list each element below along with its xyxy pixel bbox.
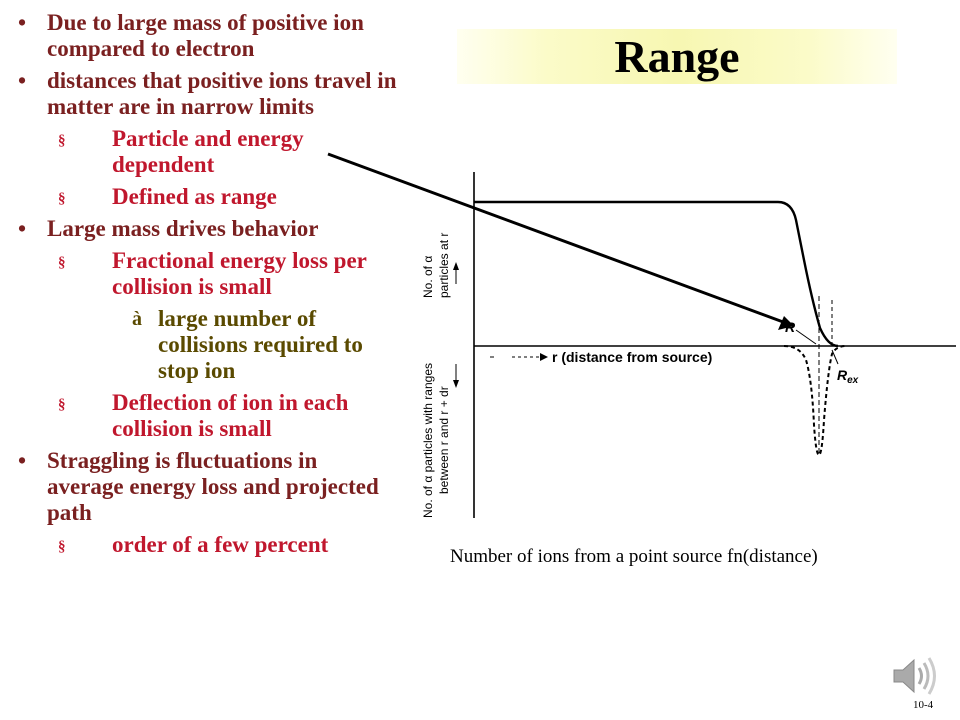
y-label-top-line1: No. of α	[421, 256, 435, 298]
bullet-list: • Due to large mass of positive ion comp…	[18, 10, 398, 564]
extrapolated-range-sub: ex	[847, 375, 859, 386]
x-label-arrowhead	[540, 353, 548, 361]
figure-caption: Number of ions from a point source fn(di…	[450, 546, 818, 567]
slide-number: 10-4	[913, 699, 934, 711]
y-label-bottom-arrowhead	[453, 380, 459, 388]
sub-bullet-marker: §	[58, 539, 66, 555]
sub-bullet-item: § Particle and energy dependent	[18, 126, 398, 178]
extrapolated-range-main: R	[837, 367, 848, 383]
sub-bullet-text: Fractional energy loss per collision is …	[112, 248, 367, 299]
sub-bullet-marker: §	[58, 133, 66, 149]
title-band: Range	[457, 29, 897, 84]
sub-sub-bullet-text: large number of collisions required to s…	[158, 306, 363, 383]
bullet-marker: •	[18, 10, 27, 35]
particle-count-curve	[474, 200, 839, 348]
sub-bullet-text: Deflection of ion in each collision is s…	[112, 390, 349, 441]
x-axis-label: r (distance from source)	[552, 349, 712, 365]
sub-bullet-marker: §	[58, 255, 66, 271]
y-label-bottom-line2: between r and r + dr	[437, 386, 451, 494]
sub-sub-bullet-item: à large number of collisions required to…	[18, 306, 398, 384]
bullet-text: distances that positive ions travel in m…	[47, 68, 397, 119]
bullet-item: • distances that positive ions travel in…	[18, 68, 398, 120]
sub-bullet-item: § Defined as range	[18, 184, 398, 210]
range-diagram: r (distance from source) No. of α partic…	[421, 172, 956, 518]
bullet-text: Straggling is fluctuations in average en…	[47, 448, 379, 525]
arrow-marker: à	[132, 308, 142, 330]
sub-bullet-text: order of a few percent	[112, 532, 329, 557]
extrapolated-range-label: Rex	[837, 367, 859, 386]
bullet-item: • Straggling is fluctuations in average …	[18, 448, 398, 526]
sub-bullet-text: Defined as range	[112, 184, 277, 209]
bullet-item: • Due to large mass of positive ion comp…	[18, 10, 398, 62]
sub-bullet-marker: §	[58, 191, 66, 207]
sub-bullet-item: § Deflection of ion in each collision is…	[18, 390, 398, 442]
slide-title: Range	[614, 31, 740, 82]
y-label-bottom-line1: No. of α particles with ranges	[421, 363, 435, 518]
range-label: R	[785, 319, 796, 335]
bullet-text: Large mass drives behavior	[47, 216, 319, 241]
y-label-top-line2: particles at r	[437, 233, 451, 298]
sub-bullet-marker: §	[58, 397, 66, 413]
sub-bullet-item: § Fractional energy loss per collision i…	[18, 248, 398, 300]
sub-bullet-item: § order of a few percent	[18, 532, 398, 558]
bullet-marker: •	[18, 448, 27, 473]
speaker-icon[interactable]	[892, 655, 944, 697]
bullet-item: • Large mass drives behavior	[18, 216, 398, 242]
range-pointer	[795, 329, 817, 345]
y-label-top-arrowhead	[453, 262, 459, 270]
bullet-text: Due to large mass of positive ion compar…	[47, 10, 364, 61]
bullet-marker: •	[18, 216, 27, 241]
differential-curve	[783, 345, 847, 457]
bullet-marker: •	[18, 68, 27, 93]
sub-bullet-text: Particle and energy dependent	[112, 126, 304, 177]
extrapolated-pointer	[831, 349, 839, 365]
